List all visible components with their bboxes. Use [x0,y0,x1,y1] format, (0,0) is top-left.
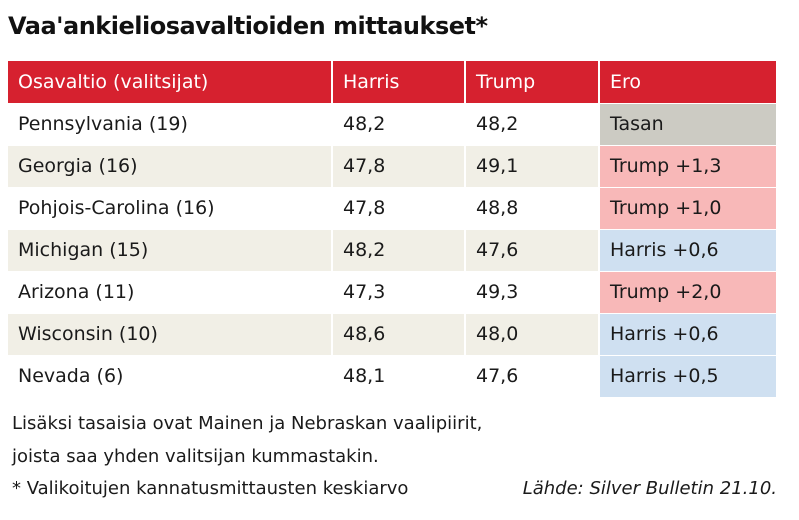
footnote-line-1: Lisäksi tasaisia ovat Mainen ja Nebraska… [12,413,483,434]
ero-cell: Trump +1,0 [598,186,776,229]
harris-cell: 47,8 [331,144,465,187]
harris-cell: 47,3 [331,270,465,313]
state-cell: Michigan (15) [8,228,332,271]
harris-cell: 48,2 [331,102,465,145]
trump-cell: 49,3 [464,270,599,313]
source-credit: Lähde: Silver Bulletin 21.10. [522,478,777,499]
table-header-row: Osavaltio (valitsijat) Harris Trump Ero [8,61,776,103]
trump-cell: 47,6 [464,354,599,397]
trump-cell: 48,8 [464,186,599,229]
trump-cell: 48,2 [464,102,599,145]
table-row: Georgia (16) 47,8 49,1 Trump +1,3 [8,144,776,187]
table-row: Michigan (15) 48,2 47,6 Harris +0,6 [8,228,776,271]
harris-cell: 48,2 [331,228,465,271]
ero-cell: Harris +0,5 [598,354,776,397]
table-row: Wisconsin (10) 48,6 48,0 Harris +0,6 [8,312,776,355]
trump-cell: 47,6 [464,228,599,271]
harris-cell: 47,8 [331,186,465,229]
table-row: Pohjois-Carolina (16) 47,8 48,8 Trump +1… [8,186,776,229]
ero-cell: Trump +2,0 [598,270,776,313]
harris-cell: 48,6 [331,312,465,355]
harris-cell: 48,1 [331,354,465,397]
column-header-trump: Trump [464,61,599,103]
ero-cell: Harris +0,6 [598,312,776,355]
ero-cell: Trump +1,3 [598,144,776,187]
state-cell: Georgia (16) [8,144,332,187]
poll-table: Osavaltio (valitsijat) Harris Trump Ero … [8,61,776,397]
ero-cell: Tasan [598,102,776,145]
trump-cell: 49,1 [464,144,599,187]
state-cell: Nevada (6) [8,354,332,397]
table-row: Pennsylvania (19) 48,2 48,2 Tasan [8,102,776,145]
table-row: Nevada (6) 48,1 47,6 Harris +0,5 [8,354,776,397]
trump-cell: 48,0 [464,312,599,355]
page-title: Vaa'ankieliosavaltioiden mittaukset* [8,12,488,40]
state-cell: Wisconsin (10) [8,312,332,355]
column-header-state: Osavaltio (valitsijat) [8,61,332,103]
ero-cell: Harris +0,6 [598,228,776,271]
footnote-line-3: * Valikoitujen kannatusmittausten keskia… [12,478,409,499]
footnote-line-2: joista saa yhden valitsijan kummastakin. [12,446,379,467]
column-header-ero: Ero [598,61,776,103]
table-row: Arizona (11) 47,3 49,3 Trump +2,0 [8,270,776,313]
column-header-harris: Harris [331,61,465,103]
state-cell: Pohjois-Carolina (16) [8,186,332,229]
state-cell: Pennsylvania (19) [8,102,332,145]
state-cell: Arizona (11) [8,270,332,313]
